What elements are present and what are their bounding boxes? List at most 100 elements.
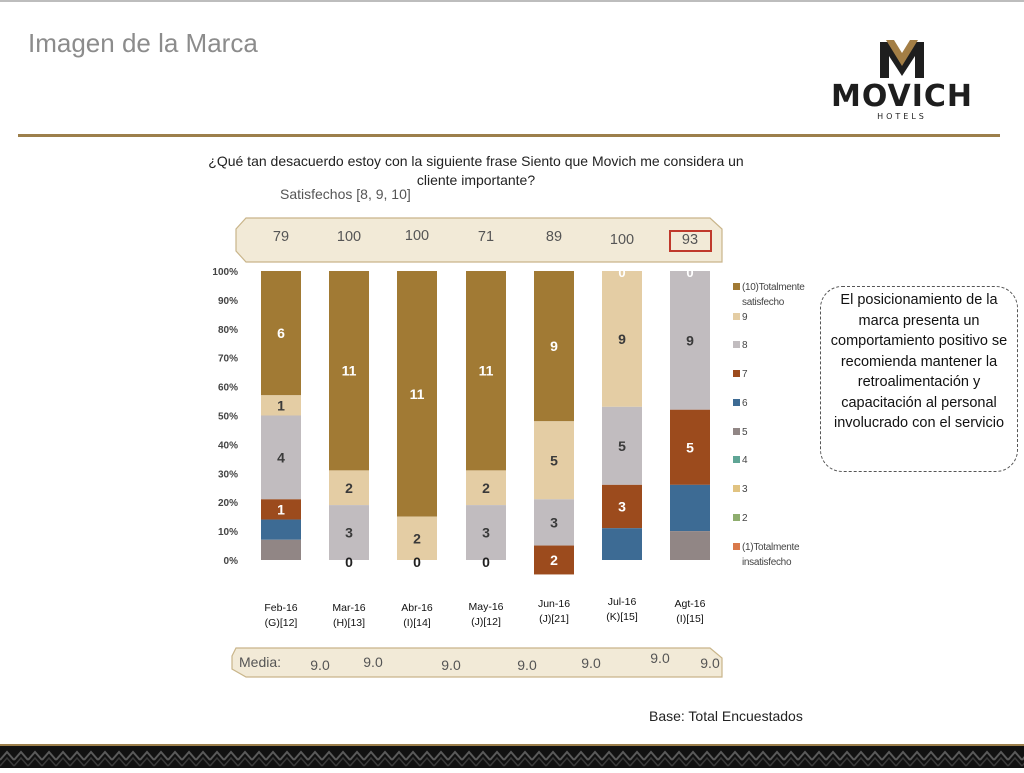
top-values-banner [235, 217, 723, 263]
bar-segment [261, 499, 301, 520]
legend-swatch [733, 370, 740, 377]
logo-subtext: HOTELS [877, 112, 927, 121]
legend-swatch [733, 399, 740, 406]
legend-label: 9 [742, 312, 748, 323]
bar-segment [466, 470, 506, 506]
y-tick-label: 100% [212, 267, 238, 278]
media-value: 9.0 [441, 657, 461, 673]
bar-segment [602, 406, 642, 485]
segment-value-label: 2 [482, 480, 490, 496]
segment-value-label: 11 [342, 363, 357, 379]
bar-segment [329, 470, 369, 506]
category-label: Abr-16 [401, 602, 433, 614]
legend-swatch [733, 341, 740, 348]
segment-value-label: 9 [618, 331, 626, 347]
logo-mark-icon [880, 40, 924, 78]
category-label: (H)[13] [333, 617, 365, 629]
y-tick-label: 10% [218, 527, 238, 538]
movich-logo: MOVICH HOTELS [831, 40, 972, 121]
segment-value-label: 1 [277, 501, 285, 517]
segment-value-label: 2 [413, 530, 421, 546]
segment-value-label: 3 [550, 514, 558, 530]
bar-segment [670, 531, 710, 560]
bar-segment [329, 271, 369, 471]
legend-label: 8 [742, 340, 748, 351]
bar-segment [466, 271, 506, 471]
bar-segment [261, 395, 301, 416]
y-tick-label: 60% [218, 383, 238, 394]
segment-value-label: 5 [550, 452, 558, 468]
y-tick-label: 20% [218, 498, 238, 509]
category-label: Jun-16 [538, 598, 570, 610]
base-note: Base: Total Encuestados [649, 708, 803, 724]
segment-value-label: 11 [410, 386, 425, 402]
bar-segment [261, 519, 301, 540]
legend-swatch [733, 313, 740, 320]
category-label: Jul-16 [608, 596, 637, 608]
y-tick-label: 70% [218, 354, 238, 365]
category-label: Mar-16 [332, 602, 365, 614]
category-label: (G)[12] [265, 617, 298, 629]
segment-value-label: 6 [277, 325, 285, 341]
media-value: 9.0 [363, 654, 383, 670]
legend-swatch [733, 514, 740, 521]
bar-segment [397, 271, 437, 517]
legend-label: 3 [742, 484, 748, 495]
legend-label: 2 [742, 513, 748, 524]
category-label: (I)[14] [403, 617, 431, 629]
bar-segment [261, 271, 301, 396]
segment-value-label: 4 [277, 449, 285, 465]
y-tick-label: 80% [218, 325, 238, 336]
segment-value-label: 5 [686, 439, 694, 455]
top-value-label: 100 [405, 228, 429, 244]
zero-value-label: 0 [482, 554, 490, 570]
y-tick-label: 40% [218, 440, 238, 451]
zero-value-label: 0 [686, 265, 693, 280]
legend-label-line2: satisfecho [742, 297, 785, 308]
segment-value-label: 1 [277, 397, 285, 413]
segment-value-label: 11 [479, 363, 494, 379]
media-value: 9.0 [310, 657, 330, 673]
footer-band [0, 746, 1024, 768]
legend-swatch [733, 283, 740, 290]
legend-label: 5 [742, 427, 748, 438]
survey-question: ¿Qué tan desacuerdo estoy con la siguien… [208, 153, 744, 188]
bar-segment [670, 409, 710, 485]
top-value-label: 100 [337, 229, 361, 245]
zero-value-label: 0 [618, 265, 625, 280]
segment-value-label: 2 [550, 552, 558, 568]
media-banner [231, 647, 723, 678]
bar-segment [602, 528, 642, 560]
top-value-label: 79 [273, 229, 289, 245]
y-tick-label: 50% [218, 412, 238, 423]
segment-value-label: 2 [345, 480, 353, 496]
category-label: Feb-16 [264, 602, 297, 614]
legend-swatch [733, 485, 740, 492]
legend-swatch [733, 456, 740, 463]
legend-swatch [733, 428, 740, 435]
category-label: (K)[15] [606, 611, 638, 623]
media-label: Media: [239, 654, 281, 670]
bar-segment [397, 516, 437, 560]
legend-label-line2: insatisfecho [742, 557, 792, 568]
y-tick-label: 90% [218, 296, 238, 307]
bar-segment [261, 415, 301, 500]
segment-value-label: 5 [618, 438, 626, 454]
page-title: Imagen de la Marca [28, 28, 258, 58]
category-label: Agt-16 [675, 598, 706, 610]
highlight-box [669, 230, 712, 252]
legend-label: 7 [742, 369, 748, 380]
category-label: May-16 [468, 601, 503, 613]
zero-value-label: 0 [413, 554, 421, 570]
segment-value-label: 9 [550, 338, 558, 354]
bar-segment [261, 539, 301, 560]
legend-label: 6 [742, 398, 748, 409]
legend-label: (1)Totalmente [742, 542, 800, 553]
zero-value-label: 0 [345, 554, 353, 570]
bar-segment [602, 271, 642, 407]
media-value: 9.0 [650, 650, 670, 666]
category-label: (I)[15] [676, 613, 704, 625]
top-value-label: 93 [682, 232, 698, 248]
bar-segment [602, 484, 642, 529]
segment-value-label: 3 [345, 525, 353, 541]
